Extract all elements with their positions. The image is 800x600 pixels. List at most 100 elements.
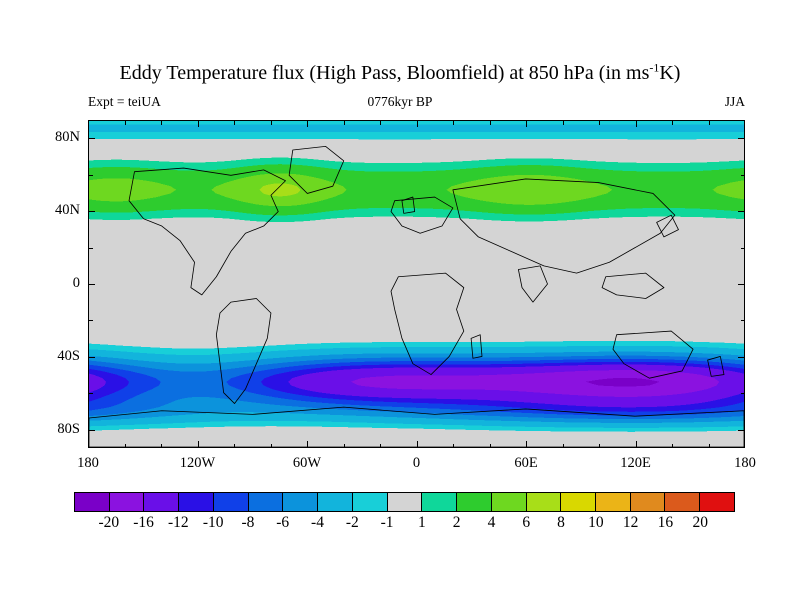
ytick-label-4: 80S	[57, 420, 80, 437]
ytick-right--60	[740, 393, 745, 395]
colorbar-bin-9	[387, 493, 423, 511]
xtick-bottom--40	[343, 443, 345, 448]
coastline-segment-5	[452, 178, 676, 274]
colorbar-tick-8: -1	[380, 514, 394, 531]
xtick-top-40	[489, 120, 491, 125]
period-label: 0776kyr BP	[367, 94, 433, 109]
ytick-left--60	[88, 393, 93, 395]
colorbar-bin-2	[144, 493, 180, 511]
contour-map	[89, 121, 744, 447]
page-title-superscript: -1	[649, 60, 660, 75]
contour-band-1	[351, 370, 720, 397]
coastline-segment-4	[390, 196, 454, 234]
contour-band-11	[89, 164, 744, 216]
xtick-label-0: 180	[77, 455, 99, 471]
coastline-segment-3	[390, 272, 465, 375]
xtick-bottom-80	[562, 443, 564, 448]
experiment-label: Expt = teiUA	[88, 94, 161, 109]
xtick-bottom-20	[453, 443, 454, 448]
coastline-segment-1	[288, 145, 345, 194]
colorbar-bin-0	[75, 493, 110, 511]
colorbar-tick-2: -12	[168, 514, 189, 531]
xtick-bottom--60	[307, 441, 308, 448]
ytick-right--40	[738, 356, 745, 358]
colorbar-bin-13	[526, 493, 562, 511]
page-title: Eddy Temperature flux (High Pass, Bloomf…	[0, 60, 800, 85]
xtick-bottom-160	[708, 443, 710, 448]
season-label: JJA	[724, 94, 745, 109]
colorbar-bin-4	[213, 493, 249, 511]
xtick-label-4: 60E	[514, 455, 538, 471]
contour-band-6	[89, 351, 744, 423]
colorbar	[74, 492, 735, 512]
coastline-segment-13	[707, 356, 725, 377]
xtick-label-1: 120W	[179, 455, 216, 471]
ytick-left-40	[88, 211, 95, 213]
colorbar-tick-16: 16	[657, 514, 674, 531]
colorbar-bin-15	[596, 493, 631, 511]
xtick-label-2: 60W	[292, 455, 322, 471]
colorbar-tick-15: 12	[622, 514, 639, 531]
contour-band-10	[89, 157, 744, 223]
colorbar-tick-14: 10	[588, 514, 604, 531]
ytick-left--80	[88, 429, 95, 431]
colorbar-tick-11: 4	[487, 514, 496, 531]
xtick-bottom-120	[635, 441, 637, 448]
ytick-left-20	[88, 247, 93, 249]
colorbar-tick-17: 20	[692, 514, 708, 531]
xtick-bottom--160	[124, 443, 126, 448]
xtick-bottom-0	[416, 441, 418, 448]
colorbar-bin-14	[561, 493, 597, 511]
xtick-top-80	[562, 120, 564, 125]
xtick-bottom-100	[599, 443, 600, 448]
coastline-segment-10	[656, 214, 679, 238]
colorbar-bin-3	[179, 493, 214, 511]
ytick-label-1: 40N	[55, 202, 80, 219]
colorbar-bin-1	[109, 493, 145, 511]
contour-band-3	[89, 361, 744, 412]
ytick-left-60	[88, 174, 93, 176]
coastline-segment-12	[470, 334, 483, 359]
xtick-top-100	[599, 120, 600, 125]
colorbar-tick-5: -6	[276, 514, 290, 531]
colorbar-tick-4: -8	[241, 514, 255, 531]
colorbar-bin-8	[352, 493, 388, 511]
colorbar-tick-12: 6	[522, 514, 531, 531]
xtick-top--160	[124, 120, 126, 125]
colorbar-tick-10: 2	[452, 514, 461, 531]
colorbar-tick-3: -10	[202, 514, 224, 531]
coastline-segment-7	[601, 272, 665, 299]
ytick-left--40	[88, 356, 95, 358]
ytick-right-60	[740, 174, 745, 176]
ytick-right-40	[738, 211, 745, 213]
colorbar-bin-7	[318, 493, 353, 511]
xtick-top--80	[270, 120, 272, 125]
contour-band-7	[89, 124, 744, 428]
ytick-left--20	[88, 320, 93, 322]
ytick-right--80	[738, 429, 745, 431]
ytick-right-80	[738, 138, 745, 140]
xtick-label-5: 120E	[620, 455, 651, 471]
xtick-top-160	[708, 120, 710, 125]
xtick-bottom--20	[380, 443, 381, 448]
ytick-right-20	[740, 247, 745, 249]
coastline-segment-11	[401, 196, 416, 214]
colorbar-tick-9: 1	[418, 514, 426, 531]
colorbar-bin-12	[491, 493, 527, 511]
colorbar-bin-16	[630, 493, 666, 511]
xtick-top--100	[234, 120, 235, 125]
xtick-bottom-40	[489, 443, 491, 448]
ytick-left-0	[88, 284, 95, 285]
xtick-bottom--100	[234, 443, 235, 448]
xtick-label-6: 180	[734, 455, 756, 471]
colorbar-tick-labels: -20 -16 -12 -10 -8 -6 -4 -2 -1 1 2 4 6 8 10 12 16 20	[74, 514, 735, 538]
xtick-bottom--140	[161, 443, 162, 448]
xtick-bottom-140	[672, 443, 673, 448]
contour-band-0	[585, 378, 660, 387]
xtick-top-60	[526, 120, 527, 127]
xtick-bottom--80	[270, 443, 272, 448]
ytick-right-0	[738, 284, 745, 285]
xtick-top--140	[161, 120, 162, 125]
colorbar-tick-7: -2	[345, 514, 359, 531]
